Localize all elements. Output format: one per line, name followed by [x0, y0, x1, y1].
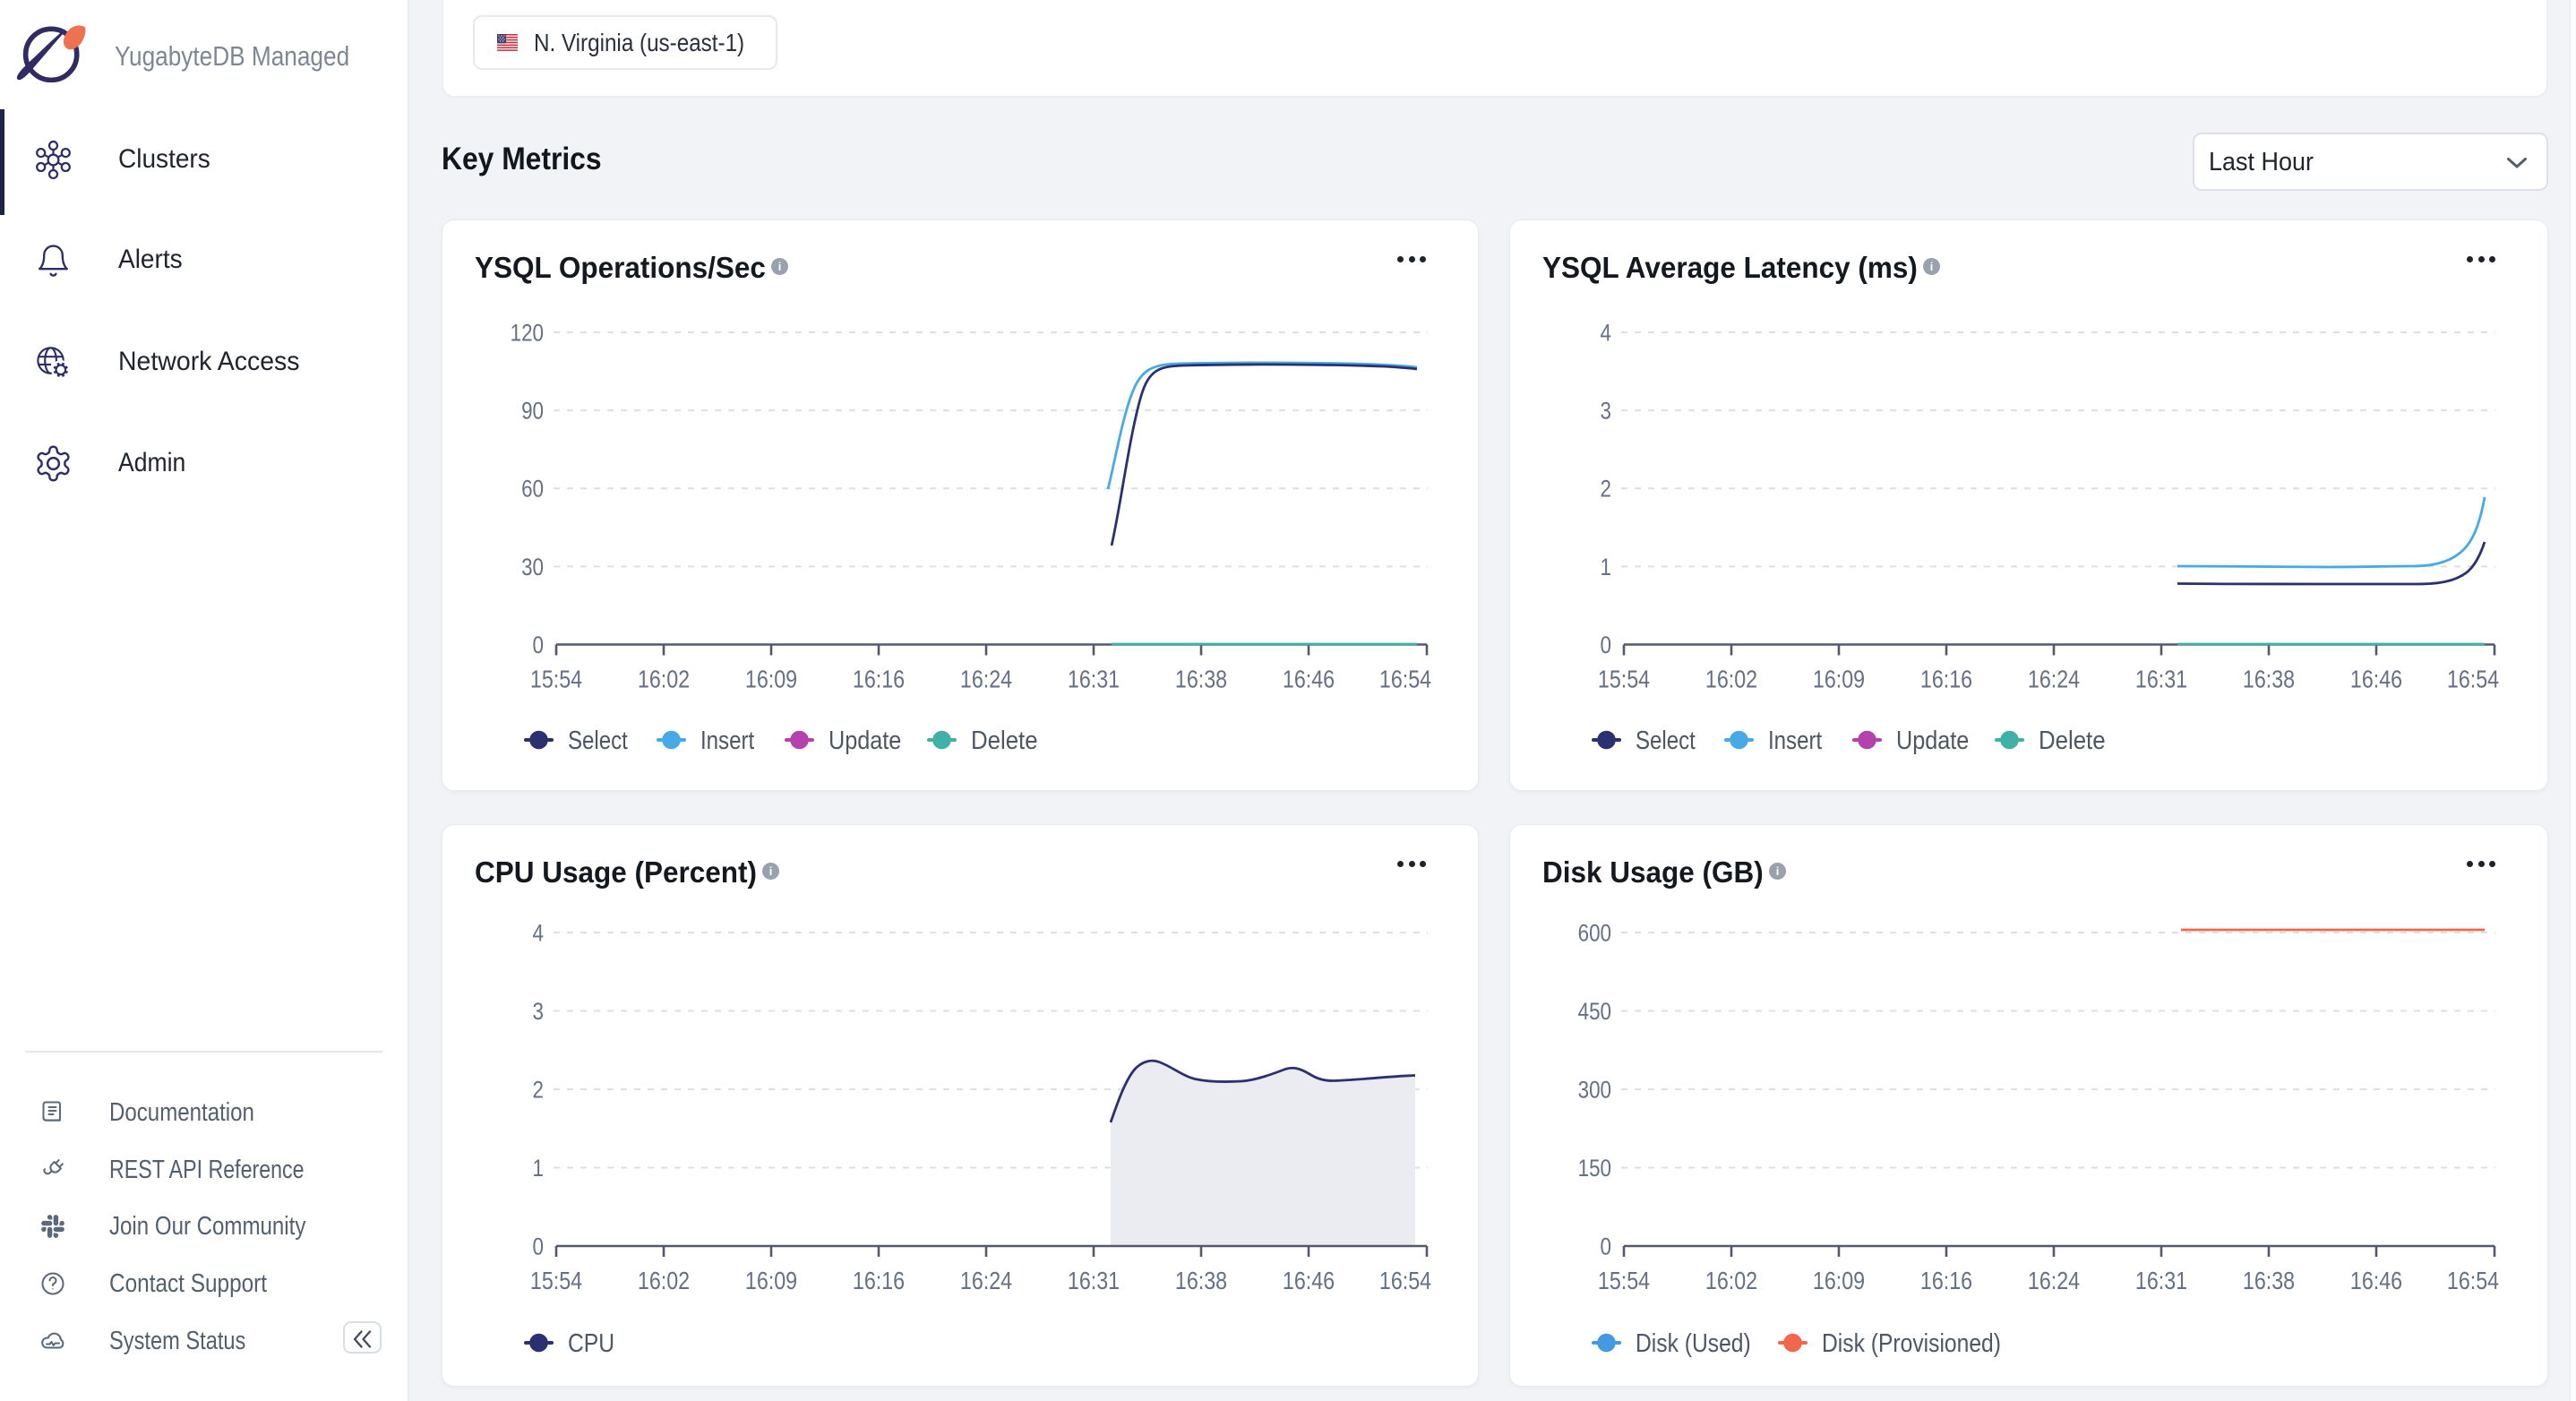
svg-text:16:02: 16:02: [638, 666, 690, 693]
svg-text:16:54: 16:54: [1379, 1268, 1431, 1294]
svg-text:Select: Select: [1636, 726, 1696, 755]
svg-text:120: 120: [511, 321, 544, 347]
svg-text:16:46: 16:46: [2350, 1268, 2402, 1294]
svg-text:1: 1: [533, 1156, 544, 1182]
svg-text:16:02: 16:02: [1705, 1268, 1757, 1294]
svg-text:16:09: 16:09: [745, 666, 797, 693]
svg-text:0: 0: [533, 1234, 544, 1260]
svg-text:16:54: 16:54: [2447, 1268, 2499, 1294]
svg-text:16:24: 16:24: [960, 666, 1012, 693]
svg-text:60: 60: [521, 477, 544, 503]
svg-text:90: 90: [521, 399, 544, 425]
svg-text:16:02: 16:02: [638, 1268, 690, 1294]
svg-text:Disk (Used): Disk (Used): [1636, 1328, 1751, 1357]
svg-text:16:31: 16:31: [2135, 1268, 2187, 1294]
svg-text:3: 3: [533, 999, 544, 1025]
svg-text:16:38: 16:38: [1175, 666, 1227, 693]
svg-text:16:46: 16:46: [1283, 1268, 1335, 1294]
svg-text:600: 600: [1578, 921, 1611, 947]
svg-text:4: 4: [533, 921, 545, 947]
svg-text:0: 0: [1601, 1234, 1611, 1260]
svg-text:16:24: 16:24: [2028, 1268, 2080, 1294]
svg-text:0: 0: [1601, 632, 1611, 658]
svg-text:16:31: 16:31: [1068, 1268, 1120, 1294]
svg-text:Insert: Insert: [1768, 726, 1823, 755]
svg-text:300: 300: [1578, 1078, 1611, 1104]
svg-text:2: 2: [533, 1078, 544, 1104]
svg-text:15:54: 15:54: [530, 1268, 582, 1294]
svg-text:4: 4: [1601, 321, 1612, 347]
svg-text:15:54: 15:54: [1598, 1268, 1650, 1294]
svg-text:16:46: 16:46: [1283, 666, 1335, 693]
svg-text:16:24: 16:24: [2028, 666, 2080, 693]
svg-text:15:54: 15:54: [1598, 666, 1650, 693]
svg-text:15:54: 15:54: [530, 666, 582, 693]
svg-text:Update: Update: [829, 725, 901, 754]
svg-text:Delete: Delete: [2039, 726, 2106, 755]
svg-text:16:54: 16:54: [2447, 666, 2499, 693]
svg-text:16:24: 16:24: [960, 1268, 1012, 1294]
svg-text:16:31: 16:31: [2135, 666, 2187, 693]
svg-text:16:46: 16:46: [2350, 666, 2402, 693]
svg-text:450: 450: [1578, 999, 1611, 1025]
svg-text:16:38: 16:38: [2243, 666, 2295, 693]
svg-text:16:09: 16:09: [745, 1268, 797, 1294]
svg-text:16:16: 16:16: [853, 1268, 905, 1294]
svg-text:16:54: 16:54: [1379, 666, 1431, 693]
svg-text:16:38: 16:38: [1175, 1268, 1227, 1294]
svg-text:Insert: Insert: [700, 726, 755, 755]
svg-text:16:16: 16:16: [853, 666, 905, 693]
svg-text:Disk (Provisioned): Disk (Provisioned): [1822, 1328, 2001, 1357]
svg-text:16:38: 16:38: [2243, 1268, 2295, 1294]
svg-text:CPU: CPU: [568, 1328, 614, 1357]
svg-text:16:16: 16:16: [1920, 1268, 1972, 1294]
svg-text:1: 1: [1601, 554, 1611, 580]
svg-text:150: 150: [1578, 1156, 1611, 1182]
svg-text:0: 0: [533, 632, 544, 658]
svg-text:30: 30: [521, 554, 544, 580]
svg-text:Select: Select: [568, 726, 628, 755]
svg-text:16:16: 16:16: [1920, 666, 1972, 693]
svg-text:16:09: 16:09: [1813, 1268, 1865, 1294]
svg-text:2: 2: [1601, 477, 1611, 503]
svg-text:Update: Update: [1896, 725, 1969, 754]
svg-text:16:09: 16:09: [1813, 666, 1865, 693]
svg-text:16:02: 16:02: [1705, 666, 1757, 693]
svg-text:3: 3: [1601, 399, 1611, 425]
svg-text:Delete: Delete: [971, 726, 1038, 755]
svg-text:16:31: 16:31: [1068, 666, 1120, 693]
